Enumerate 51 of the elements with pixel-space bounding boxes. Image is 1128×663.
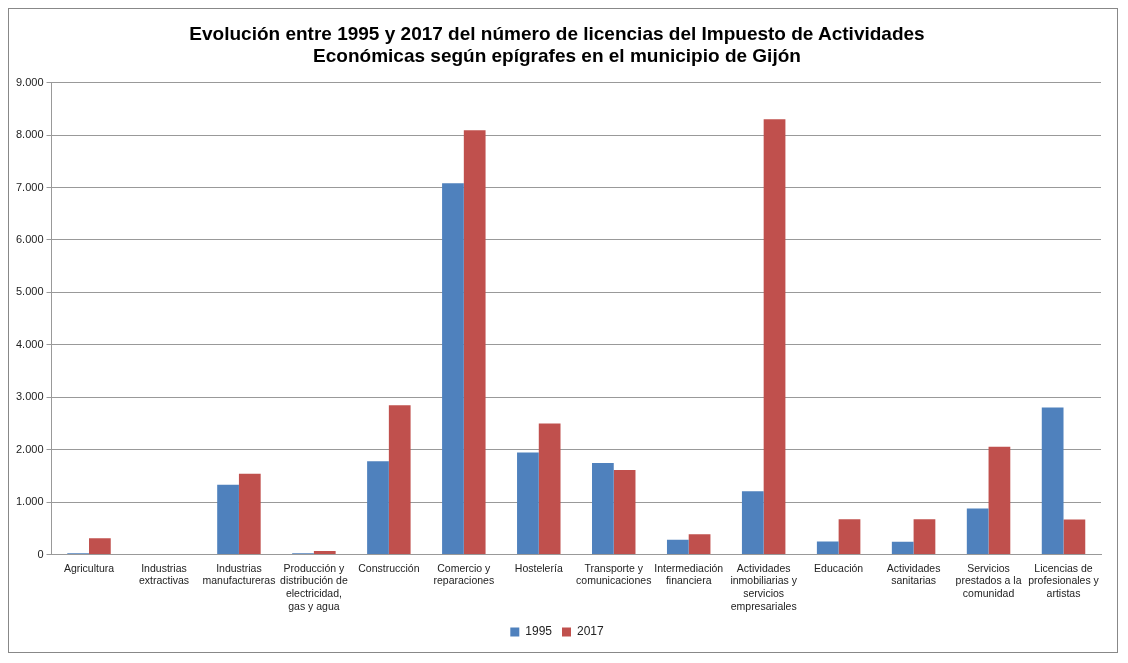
y-tick-label: 3.000 — [16, 390, 44, 403]
bar — [89, 538, 111, 555]
bar — [763, 119, 786, 555]
bar — [313, 550, 336, 555]
bar — [966, 508, 989, 555]
y-tick-label: 8.000 — [16, 128, 44, 141]
x-tick-label: Licencias de profesionales y artistas — [1028, 561, 1100, 599]
y-tick-label: 6.000 — [16, 232, 44, 245]
x-tick-label: Construcción — [358, 561, 420, 574]
y-tick-label: 2.000 — [16, 442, 44, 455]
x-tick-label: Producción y distribución de electricidad, gas y agua — [280, 561, 348, 612]
bar — [688, 534, 711, 555]
y-tick-label: 7.000 — [16, 180, 44, 193]
bar — [1063, 519, 1086, 555]
bar — [463, 130, 486, 555]
x-tick-label: Agricultura — [63, 561, 115, 574]
chart-title: Evolución entre 1995 y 2017 del número de licencias del Impuesto de Actividades Económicas según epígrafes en el municipio de Gijón — [189, 22, 925, 67]
bar — [913, 519, 936, 555]
x-tick-label: Educación — [814, 561, 864, 574]
x-tick-label: Industrias manufactureras — [202, 561, 276, 587]
bar — [816, 541, 839, 555]
x-tick-label: Servicios prestados a la comunidad — [955, 561, 1022, 599]
bar — [388, 405, 411, 555]
x-tick-label: Actividades sanitarias — [886, 561, 941, 587]
bar — [217, 484, 239, 555]
y-tick-label: 1.000 — [16, 495, 44, 508]
y-tick-label: 4.000 — [16, 337, 44, 350]
bar — [838, 519, 861, 555]
bar — [741, 491, 764, 555]
bar — [517, 452, 539, 555]
legend-label: 1995 — [525, 624, 553, 639]
bar — [367, 461, 389, 555]
x-tick-label: Industrias extractivas — [138, 561, 190, 587]
x-tick-label: Hostelería — [514, 561, 563, 574]
bar — [1041, 407, 1064, 555]
bar — [988, 446, 1011, 555]
y-tick-label: 9.000 — [16, 75, 44, 88]
bar — [613, 469, 636, 555]
bar — [442, 183, 464, 555]
y-tick-label: 5.000 — [16, 285, 44, 298]
y-tick-label: 0 — [37, 547, 44, 560]
bar — [666, 539, 689, 555]
legend-label: 2017 — [577, 624, 605, 639]
x-tick-label: Actividades inmobiliarias y servicios empresariales — [730, 561, 798, 612]
bar — [592, 463, 614, 555]
bar — [891, 541, 914, 555]
bar — [538, 423, 561, 555]
x-tick-label: Comercio y reparaciones — [433, 561, 495, 587]
bar — [238, 473, 261, 555]
x-tick-label: Transporte y comunicaciones — [576, 561, 652, 587]
x-tick-label: Intermediación financiera — [654, 561, 724, 587]
